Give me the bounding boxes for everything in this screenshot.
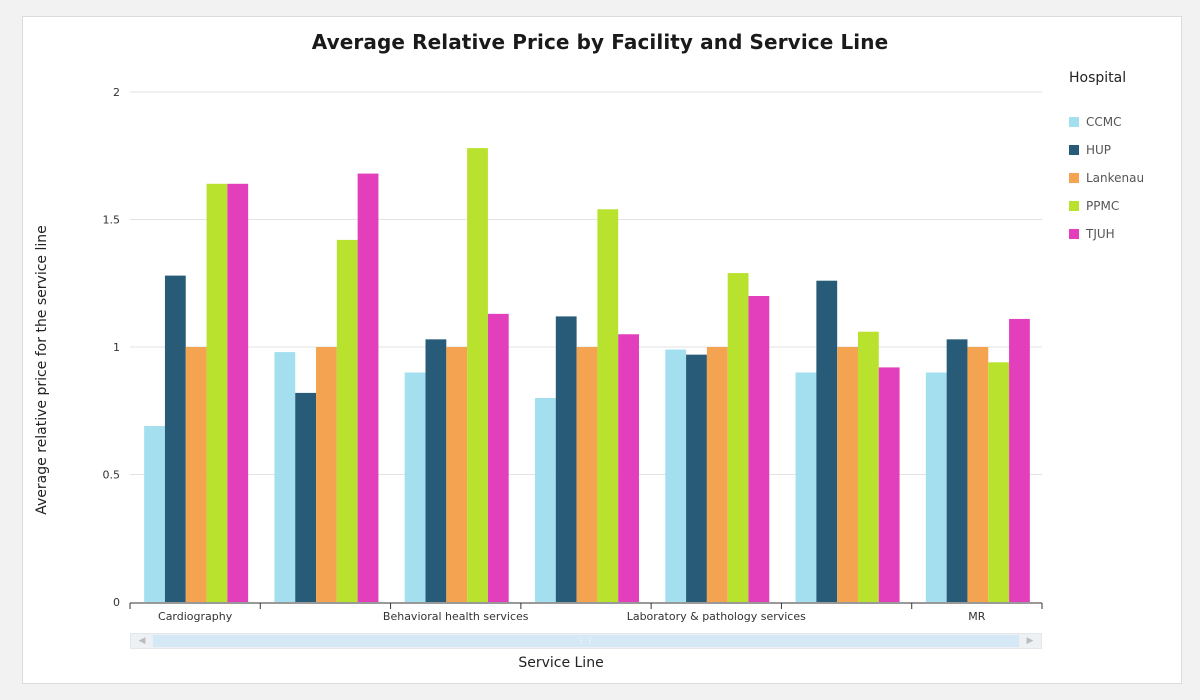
bar-hup-1[interactable] <box>295 392 317 602</box>
x-category-label: Behavioral health services <box>383 610 529 623</box>
bar-tjuh-4[interactable] <box>748 296 770 602</box>
legend-item-ppmc[interactable]: PPMC <box>1069 192 1144 220</box>
y-tick-label: 0 <box>113 596 120 609</box>
bar-ccmc-0[interactable] <box>144 426 165 602</box>
bar-ppmc-5[interactable] <box>857 331 879 602</box>
bar-hup-0[interactable] <box>164 275 186 602</box>
bar-tjuh-2[interactable] <box>487 313 509 602</box>
legend: CCMC HUP Lankenau PPMC TJUH <box>1069 108 1144 248</box>
y-axis-label: Average relative price for the service l… <box>34 225 50 515</box>
legend-item-tjuh[interactable]: TJUH <box>1069 220 1144 248</box>
y-axis-ticks: 0 0.5 1 1.5 2 <box>103 86 121 609</box>
legend-item-lankenau[interactable]: Lankenau <box>1069 164 1144 192</box>
chart-title: Average Relative Price by Facility and S… <box>311 30 889 54</box>
legend-label: PPMC <box>1086 199 1120 213</box>
bar-ccmc-1[interactable] <box>274 352 296 602</box>
bar-ppmc-4[interactable] <box>727 273 749 602</box>
bar-lankenau-6[interactable] <box>967 347 989 602</box>
legend-title: Hospital <box>1069 70 1127 86</box>
bar-ccmc-6[interactable] <box>925 372 947 603</box>
bar-tjuh-0[interactable] <box>227 183 249 603</box>
legend-label: TJUH <box>1086 227 1115 241</box>
bar-hup-4[interactable] <box>686 354 707 602</box>
bar-lankenau-4[interactable] <box>706 347 728 602</box>
legend-swatch <box>1069 145 1079 155</box>
legend-swatch <box>1069 173 1079 183</box>
bar-ppmc-3[interactable] <box>597 209 619 603</box>
y-tick-label: 1.5 <box>103 214 121 227</box>
bar-tjuh-6[interactable] <box>1009 318 1030 602</box>
bar-hup-2[interactable] <box>425 339 447 602</box>
x-category-label: Cardiography <box>158 610 233 623</box>
bar-ppmc-6[interactable] <box>988 362 1010 602</box>
y-tick-label: 0.5 <box>103 469 121 482</box>
legend-swatch <box>1069 229 1079 239</box>
x-category-label: MR <box>968 610 985 623</box>
x-category-label: Laboratory & pathology services <box>627 610 806 623</box>
x-axis-label: Service Line <box>518 655 604 671</box>
bar-lankenau-3[interactable] <box>576 347 598 602</box>
legend-swatch <box>1069 201 1079 211</box>
bar-tjuh-3[interactable] <box>618 334 639 602</box>
bar-ccmc-3[interactable] <box>535 398 556 602</box>
scroll-thumb[interactable]: ⋮⋮ <box>153 635 1019 647</box>
legend-swatch <box>1069 117 1079 127</box>
horizontal-scrollbar[interactable]: ◀ ⋮⋮ ▶ <box>130 633 1042 649</box>
x-axis: Cardiography Behavioral health services La… <box>129 602 1043 623</box>
bar-lankenau-1[interactable] <box>316 347 337 602</box>
bar-lankenau-0[interactable] <box>185 347 207 602</box>
bar-ccmc-2[interactable] <box>404 372 426 603</box>
bar-tjuh-5[interactable] <box>878 367 900 602</box>
legend-item-hup[interactable]: HUP <box>1069 136 1144 164</box>
bar-ppmc-0[interactable] <box>206 183 228 603</box>
scroll-right-icon[interactable]: ▶ <box>1026 636 1034 646</box>
legend-label: Lankenau <box>1086 171 1145 185</box>
bar-tjuh-1[interactable] <box>357 173 379 602</box>
bar-hup-3[interactable] <box>555 316 577 602</box>
legend-label: CCMC <box>1086 115 1122 129</box>
scroll-left-icon[interactable]: ◀ <box>138 636 146 646</box>
bar-ccmc-4[interactable] <box>665 349 687 602</box>
y-tick-label: 2 <box>113 86 120 99</box>
bar-ccmc-5[interactable] <box>795 372 817 603</box>
bar-ppmc-1[interactable] <box>336 239 358 602</box>
legend-item-ccmc[interactable]: CCMC <box>1069 108 1144 136</box>
bars <box>144 148 1030 603</box>
bar-lankenau-5[interactable] <box>837 347 858 602</box>
bar-hup-5[interactable] <box>816 280 838 602</box>
bar-hup-6[interactable] <box>946 339 968 602</box>
bar-ppmc-2[interactable] <box>467 148 488 602</box>
legend-label: HUP <box>1086 143 1112 157</box>
grip-icon: ⋮⋮ <box>577 636 595 645</box>
bar-lankenau-2[interactable] <box>446 347 468 602</box>
y-tick-label: 1 <box>113 341 120 354</box>
